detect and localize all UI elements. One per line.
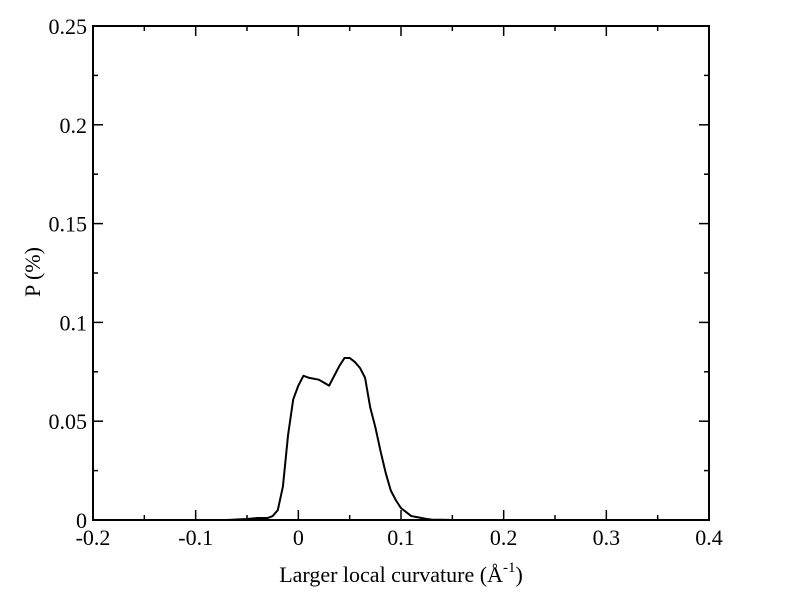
y-tick-label: 0.1 xyxy=(60,310,88,335)
y-tick-label: 0 xyxy=(76,508,87,533)
x-tick-label: 0.4 xyxy=(695,525,723,550)
y-tick-label: 0.05 xyxy=(49,409,88,434)
plot-frame xyxy=(92,25,710,521)
x-tick-label: -0.1 xyxy=(178,525,213,550)
x-tick-label: -0.2 xyxy=(76,525,111,550)
axis-ticks xyxy=(92,25,710,521)
x-tick-label: 0.3 xyxy=(593,525,621,550)
y-tick-label: 0.25 xyxy=(49,14,88,39)
y-tick-label: 0.15 xyxy=(49,212,88,237)
y-axis-label: P (%) xyxy=(20,247,45,297)
x-tick-label: 0.1 xyxy=(387,525,415,550)
x-tick-label: 0 xyxy=(293,525,304,550)
x-tick-label: 0.2 xyxy=(490,525,518,550)
x-tick-labels: -0.2 -0.1 0 0.1 0.2 0.3 0.4 xyxy=(76,525,723,550)
x-axis-label: Larger local curvature (Å-1) xyxy=(279,560,523,587)
series-line xyxy=(226,356,473,521)
y-tick-label: 0.2 xyxy=(60,113,88,138)
plot-area xyxy=(226,356,473,521)
y-tick-labels: 0 0.05 0.1 0.15 0.2 0.25 xyxy=(49,14,88,533)
